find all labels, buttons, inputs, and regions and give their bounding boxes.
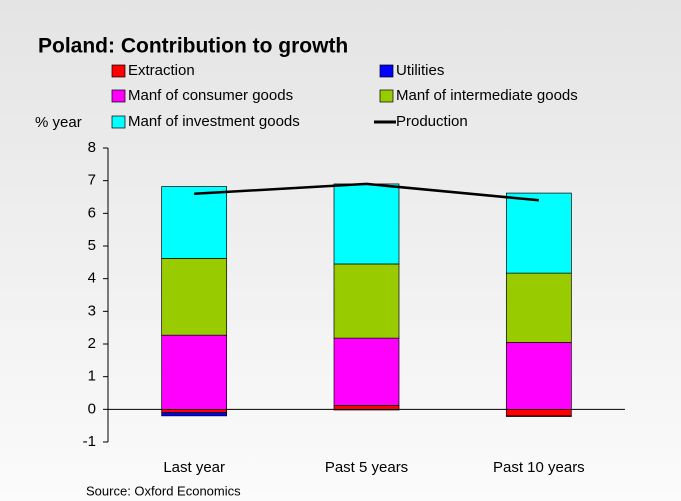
- bar-segment: [333, 183, 400, 265]
- production-line: [194, 182, 539, 202]
- bar-segment: [161, 408, 228, 413]
- bar-segment: [505, 408, 572, 417]
- y-tick-label: 5: [88, 237, 96, 254]
- y-axis-label: % year: [35, 114, 82, 131]
- legend-label: Extraction: [128, 62, 195, 79]
- bar-segment: [333, 405, 400, 410]
- y-tick-label: 3: [88, 302, 96, 319]
- x-tick-label: Past 5 years: [325, 459, 408, 476]
- bar-segment: [161, 186, 228, 259]
- bar-segment: [161, 412, 228, 417]
- bar-segment: [333, 337, 400, 406]
- y-tick-label: 4: [88, 270, 96, 287]
- legend-swatch: [111, 115, 126, 129]
- y-tick-label: -1: [83, 433, 96, 450]
- y-tick-label: 6: [88, 204, 96, 221]
- bar-segment: [161, 258, 228, 336]
- legend-label: Production: [396, 113, 468, 130]
- bar-segment: [333, 408, 400, 411]
- legend-swatch: [379, 89, 394, 103]
- x-tick-label: Past 10 years: [493, 459, 585, 476]
- legend-label: Manf of investment goods: [128, 113, 300, 130]
- legend-swatch: [111, 64, 126, 78]
- legend-label: Manf of intermediate goods: [396, 87, 578, 104]
- y-tick-label: 2: [88, 335, 96, 352]
- legend-swatch: [111, 89, 126, 103]
- legend-label: Utilities: [396, 62, 444, 79]
- legend-swatch: [379, 64, 394, 78]
- y-tick-label: 1: [88, 368, 96, 385]
- bar-segment: [505, 272, 572, 343]
- bar-segment: [505, 415, 572, 417]
- bar-segment: [505, 342, 572, 410]
- legend-label: Manf of consumer goods: [128, 87, 293, 104]
- bar-segment: [161, 334, 228, 410]
- y-tick-label: 0: [88, 400, 96, 417]
- x-tick-label: Last year: [163, 459, 225, 476]
- chart-title: Poland: Contribution to growth: [38, 35, 348, 58]
- source: Source: Oxford Economics: [86, 483, 241, 498]
- bar-segment: [505, 192, 572, 274]
- y-tick-label: 7: [88, 172, 96, 189]
- y-tick-label: 8: [88, 139, 96, 156]
- bar-segment: [333, 263, 400, 339]
